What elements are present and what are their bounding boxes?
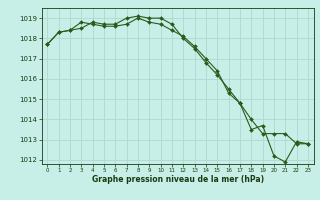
X-axis label: Graphe pression niveau de la mer (hPa): Graphe pression niveau de la mer (hPa): [92, 175, 264, 184]
